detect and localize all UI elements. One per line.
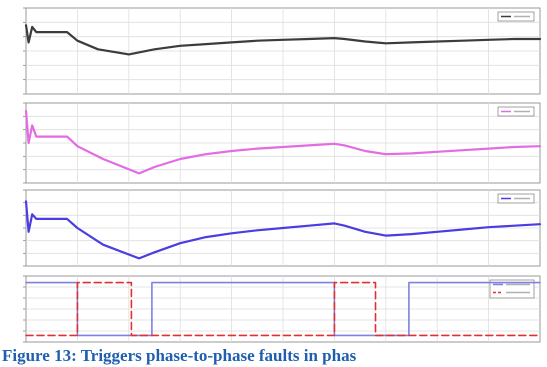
scope-panels xyxy=(23,7,542,343)
legend xyxy=(497,106,535,117)
series-line xyxy=(24,24,542,56)
legend xyxy=(497,193,535,204)
series-line xyxy=(24,109,542,175)
scope-4 xyxy=(23,275,541,343)
scope-3 xyxy=(23,189,542,267)
legend xyxy=(489,279,535,299)
scope-2 xyxy=(23,102,542,184)
legend xyxy=(497,11,535,22)
series-line xyxy=(25,281,541,337)
figure-caption: Figure 13: Triggers phase-to-phase fault… xyxy=(2,346,357,365)
series-line xyxy=(24,200,542,260)
scope-1 xyxy=(23,7,542,95)
